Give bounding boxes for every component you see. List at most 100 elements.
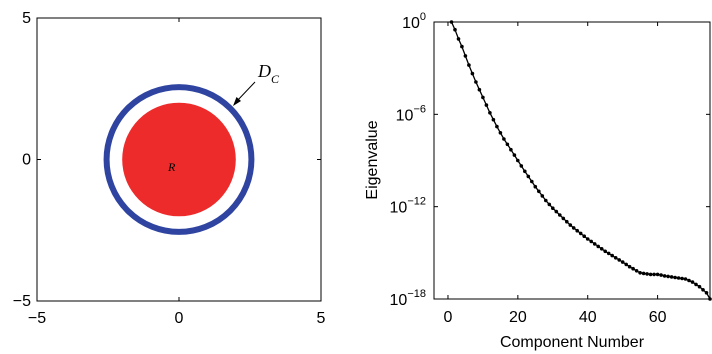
eigenvalue-point: [509, 147, 513, 152]
label-dr: R: [167, 160, 176, 174]
eigenvalue-point: [683, 277, 688, 281]
eigenvalue-point: [701, 288, 705, 292]
label-dc-arrow-head: [233, 97, 241, 106]
eigenvalue-point: [592, 242, 597, 246]
eigenvalue-point: [676, 276, 681, 280]
left-y-tick-label: 5: [22, 10, 31, 27]
eigenvalue-point: [694, 282, 698, 287]
right-y-tick-label: 10−18: [390, 288, 426, 309]
right-x-tick-label: 0: [444, 309, 453, 326]
eigenvalue-point: [512, 153, 517, 157]
right-x-tick-label: 20: [509, 309, 527, 326]
ring-dc: [103, 84, 255, 235]
label-dc: DC: [257, 61, 280, 86]
eigenvalue-point: [568, 223, 573, 227]
eigenvalue-point: [697, 284, 702, 289]
eigenvalue-point: [634, 269, 639, 273]
right-y-tick-label: 100: [402, 11, 426, 32]
right-x-tick-label: 60: [649, 309, 667, 326]
left-y-tick-label: −5: [13, 293, 31, 310]
eigenvalue-point: [477, 87, 482, 92]
eigenvalue-point: [613, 255, 618, 260]
right-plot-frame: [433, 21, 711, 300]
right-x-tick-label: 40: [579, 309, 597, 326]
eigenvalue-point: [488, 111, 492, 115]
eigenvalue-point: [638, 271, 642, 275]
eigenvalue-point: [666, 274, 670, 279]
eigenvalue-point: [565, 219, 569, 224]
eigenvalue-point: [460, 44, 464, 49]
eigenvalue-point: [662, 274, 667, 278]
eigenvalue-point: [578, 231, 583, 236]
eigenvalue-point: [540, 194, 545, 198]
eigenvalue-point: [669, 275, 674, 279]
eigenvalue-point: [589, 239, 593, 244]
eigenvalue-point: [484, 103, 489, 107]
eigenvalue-point: [537, 189, 541, 194]
eigenvalue-point: [519, 164, 524, 168]
eigenvalue-point: [470, 71, 475, 76]
eigenvalue-point: [704, 291, 709, 295]
eigenvalue-point: [631, 266, 635, 271]
eigenvalue-point: [575, 228, 579, 233]
eigenvalue-point: [481, 95, 485, 100]
right-y-tick-label: 10−6: [396, 103, 426, 124]
eigenvalue-point: [659, 273, 663, 277]
eigenvalue-point: [523, 169, 527, 174]
eigenvalue-point: [603, 249, 607, 254]
label-dr-sub: R: [167, 160, 176, 174]
eigenvalue-point: [680, 276, 684, 281]
eigenvalue-point: [596, 244, 600, 249]
eigenvalue-point: [652, 272, 656, 277]
eigenvalue-point: [530, 179, 534, 184]
eigenvalue-point: [495, 124, 499, 129]
eigenvalue-point: [617, 258, 621, 262]
eigenvalue-point: [561, 216, 566, 221]
right-x-axis-label: Component Number: [500, 334, 645, 351]
disk-dr: [122, 102, 236, 217]
eigenvalue-point: [516, 158, 520, 163]
eigenvalue-point: [620, 260, 625, 264]
eigenvalue-point: [467, 63, 471, 67]
eigenvalue-point: [571, 226, 576, 230]
left-panel: −5−5 0 0 5 5 R DC: [13, 10, 326, 327]
right-y-axis-label: Eigenvalue: [364, 120, 381, 199]
left-axis-ticks: −5−5 0 0 5 5: [13, 10, 326, 327]
eigenvalue-point: [456, 37, 461, 41]
left-x-tick-label: −5: [28, 310, 46, 327]
label-dc-arrow-line: [235, 81, 256, 103]
eigenvalue-point: [585, 237, 590, 241]
right-y-tick-label: 10−12: [390, 196, 426, 217]
eigenvalue-point: [491, 117, 496, 122]
label-dc-sub: C: [271, 72, 280, 86]
eigenvalue-points: [449, 20, 712, 301]
right-panel: 0 20 40 60 100 10−6 10−12 10−18 Component Numbe…: [364, 11, 712, 351]
eigenvalue-point: [648, 272, 653, 277]
left-x-tick-label: 5: [317, 310, 326, 327]
eigenvalue-point: [526, 174, 531, 179]
eigenvalue-point: [554, 209, 559, 214]
right-axis-ticks: 0 20 40 60 100 10−6 10−12 10−18: [390, 11, 710, 326]
eigenvalue-point: [502, 137, 506, 141]
eigenvalue-point: [655, 272, 660, 277]
eigenvalue-point: [505, 142, 510, 147]
eigenvalue-point: [673, 275, 677, 280]
eigenvalue-point: [449, 20, 454, 24]
eigenvalue-point: [599, 247, 604, 251]
eigenvalue-point: [547, 202, 552, 207]
eigenvalue-point: [708, 297, 712, 301]
eigenvalue-point: [544, 198, 548, 203]
eigenvalue-point: [606, 251, 611, 256]
eigenvalue-point: [533, 184, 538, 189]
eigenvalue-point: [690, 280, 695, 284]
eigenvalue-point: [551, 206, 555, 210]
left-x-tick-label: 0: [175, 310, 184, 327]
eigenvalue-point: [624, 262, 628, 267]
eigenvalue-point: [558, 213, 562, 217]
left-y-tick-label: 0: [22, 152, 31, 169]
eigenvalue-point: [641, 271, 646, 276]
eigenvalue-point: [610, 253, 614, 258]
eigenvalue-point: [453, 27, 457, 32]
eigenvalue-point: [498, 131, 503, 135]
